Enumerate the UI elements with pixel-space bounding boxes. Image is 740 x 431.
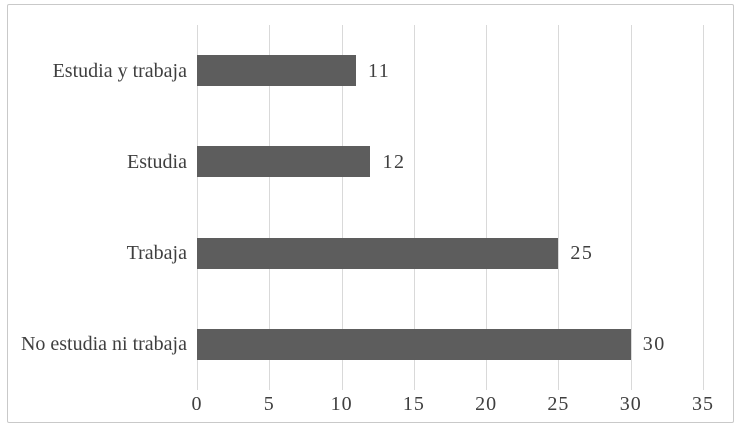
value-axis: 0 5 10 15 20 25 30 35: [8, 5, 733, 422]
chart-frame: 11 12 25 30 Estudia y trabaja Estudia Trabaja…: [7, 4, 734, 423]
gridline: [558, 25, 560, 390]
gridlines-layer: [8, 5, 733, 422]
value-label: 12: [382, 150, 406, 173]
gridline: [486, 25, 488, 390]
x-tick-label: 20: [475, 393, 498, 415]
horizontal-bar: [197, 237, 559, 269]
bars-layer: 11 12 25 30: [8, 5, 733, 422]
x-tick-label: 15: [402, 393, 425, 415]
value-label: 25: [570, 242, 594, 265]
gridline: [197, 25, 198, 390]
x-tick-label: 5: [263, 393, 275, 415]
category-label: Trabaja: [126, 242, 187, 265]
value-label: 11: [368, 59, 391, 82]
category-label: No estudia ni trabaja: [20, 333, 187, 356]
horizontal-bar: [197, 328, 631, 360]
x-tick-label: 0: [191, 393, 203, 415]
gridline: [413, 25, 415, 390]
category-axis: Estudia y trabaja Estudia Trabaja No estudi…: [8, 5, 733, 422]
category-label: Estudia y trabaja: [52, 59, 187, 82]
gridline: [630, 25, 632, 390]
horizontal-bar: [197, 55, 357, 87]
value-label: 30: [642, 333, 666, 356]
x-tick-label: 10: [330, 393, 353, 415]
x-tick-label: 25: [547, 393, 570, 415]
gridline: [341, 25, 343, 390]
x-tick-label: 35: [691, 393, 714, 415]
gridline: [702, 25, 704, 390]
horizontal-bar: [197, 146, 371, 178]
category-label: Estudia: [127, 150, 187, 173]
x-tick-label: 30: [619, 393, 642, 415]
gridline: [269, 25, 271, 390]
